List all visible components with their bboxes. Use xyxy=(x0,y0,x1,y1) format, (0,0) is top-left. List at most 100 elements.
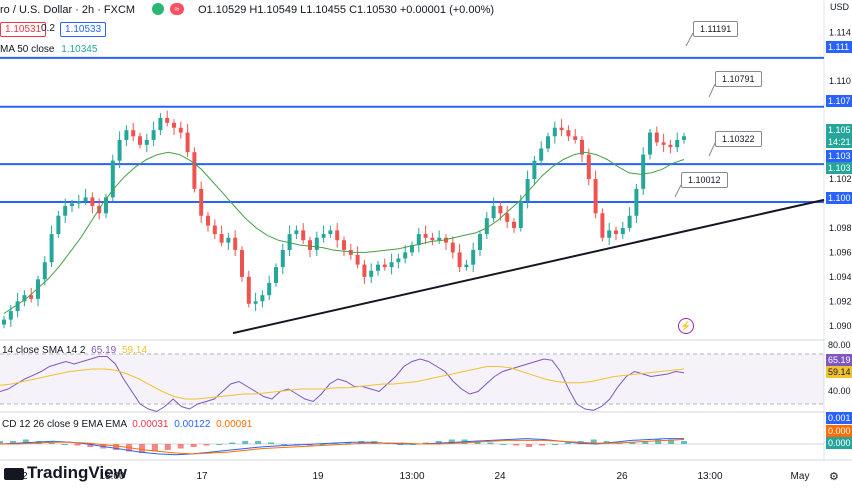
candle-body xyxy=(42,262,47,280)
macd-histogram-bar xyxy=(474,441,481,444)
macd-histogram-bar xyxy=(487,442,494,444)
tradingview-logo[interactable]: TradingView xyxy=(4,463,127,483)
x-tick-label: 26 xyxy=(616,471,628,482)
macd-label: CD 12 26 close 9 EMA EMA xyxy=(2,419,127,430)
ask-price-button[interactable]: 1.10533 xyxy=(60,22,107,37)
candle-body xyxy=(478,234,482,250)
candle-body xyxy=(206,215,210,226)
callout-level-4[interactable]: 1.10012 xyxy=(681,172,728,188)
rsi-tag: 65.19 xyxy=(826,354,852,366)
macd-histogram-bar xyxy=(526,444,533,447)
ma-legend[interactable]: MA 50 close 1.10345 xyxy=(0,44,97,55)
settings-gear-icon[interactable]: ⚙ xyxy=(829,471,839,483)
macd-histogram-bar xyxy=(319,444,326,445)
candle-body xyxy=(131,130,136,137)
rsi-sma-tag: 59.14 xyxy=(826,366,852,378)
candle-body xyxy=(607,230,612,238)
candle-body xyxy=(627,215,632,228)
currency-label: USD xyxy=(830,2,850,12)
price-tag-level-4: 1.100 xyxy=(826,192,852,204)
candle-body xyxy=(430,237,435,241)
candle-body xyxy=(573,136,578,140)
candle-body xyxy=(614,230,618,235)
candle-body xyxy=(389,262,394,268)
candle-body xyxy=(49,234,54,263)
y-tick-label: 1.102 xyxy=(829,174,852,184)
candle-body xyxy=(559,127,564,131)
trendline xyxy=(232,198,825,335)
candle-body xyxy=(648,132,652,155)
candle-body xyxy=(226,237,231,243)
candle-body xyxy=(308,240,312,250)
candle-body xyxy=(525,179,530,202)
rsi-line xyxy=(0,356,685,413)
candle-body xyxy=(396,258,401,263)
candle-body xyxy=(620,227,625,235)
callout-connector xyxy=(708,83,716,98)
spread-value: 0.2 xyxy=(41,23,55,34)
macd-signal-line xyxy=(0,439,685,455)
y-tick-label: 1.092 xyxy=(829,296,852,306)
candle-body xyxy=(294,230,299,235)
macd-histogram-bar xyxy=(216,444,223,445)
macd-histogram-bar xyxy=(629,442,636,444)
candle-body xyxy=(450,242,455,253)
candle-body xyxy=(518,201,523,228)
callout-connector xyxy=(674,184,682,198)
x-tick-label: 13:00 xyxy=(99,471,124,482)
candle-body xyxy=(580,139,584,155)
candle-body xyxy=(15,301,20,312)
candle-body xyxy=(117,139,122,161)
event-marker-icon[interactable]: ⚡ xyxy=(678,318,694,334)
candle-body xyxy=(552,127,557,137)
callout-level-1[interactable]: 1.11191 xyxy=(693,21,739,37)
candle-body xyxy=(260,295,265,302)
macd-histogram-bar xyxy=(345,442,352,444)
macd-histogram-bar xyxy=(74,444,81,446)
candle-body xyxy=(661,142,666,145)
candle-body xyxy=(138,136,142,145)
macd-histogram-bar xyxy=(539,444,546,446)
candle-body xyxy=(76,201,81,204)
wave-icon[interactable]: ≈ xyxy=(170,3,184,15)
macd-legend[interactable]: CD 12 26 close 9 EMA EMA 0.00031 0.00122… xyxy=(2,419,252,430)
candle-body xyxy=(484,218,489,235)
x-tick-label: May xyxy=(791,471,810,482)
macd-tag-2: 0.000 xyxy=(826,425,852,437)
macd-tag-3: 0.000 xyxy=(826,437,852,449)
rsi-legend[interactable]: 14 close SMA 14 2 65.19 59.14 xyxy=(2,345,147,356)
candle-body xyxy=(274,267,278,283)
symbol-title[interactable]: ro / U.S. Dollar · 2h · FXCM xyxy=(0,4,136,16)
candle-body xyxy=(8,311,13,320)
callout-level-2[interactable]: 1.10791 xyxy=(715,71,762,87)
candle-body xyxy=(444,237,448,243)
candle-body xyxy=(423,234,428,238)
y-tick-label: 1.110 xyxy=(829,76,851,86)
macd-signal-value: 0.00091 xyxy=(216,419,253,430)
candle-body xyxy=(199,188,204,216)
candle-body xyxy=(471,249,476,265)
candle-body xyxy=(641,154,646,189)
candle-body xyxy=(546,136,550,149)
candle-body xyxy=(240,249,244,277)
x-tick-label: 19 xyxy=(312,471,324,482)
candle-body xyxy=(29,295,34,299)
candle-body xyxy=(342,240,346,250)
candle-body xyxy=(267,282,272,296)
macd-hist-value: 0.00031 xyxy=(132,419,169,430)
candle-body xyxy=(287,234,292,250)
macd-histogram-bar xyxy=(151,444,158,452)
macd-line-value: 0.00122 xyxy=(174,419,211,430)
candle-body xyxy=(376,264,380,271)
bid-price-button[interactable]: 1.10531 xyxy=(0,22,47,37)
rsi-tick-80: 80.00 xyxy=(828,340,851,350)
callout-level-3[interactable]: 1.10322 xyxy=(715,131,762,147)
candle-body xyxy=(144,139,149,145)
candle-body xyxy=(185,132,190,153)
macd-histogram-bar xyxy=(255,441,262,444)
price-tag-sma: 1.103 xyxy=(826,162,852,174)
candle-body xyxy=(104,197,108,214)
candle-body xyxy=(178,127,183,133)
